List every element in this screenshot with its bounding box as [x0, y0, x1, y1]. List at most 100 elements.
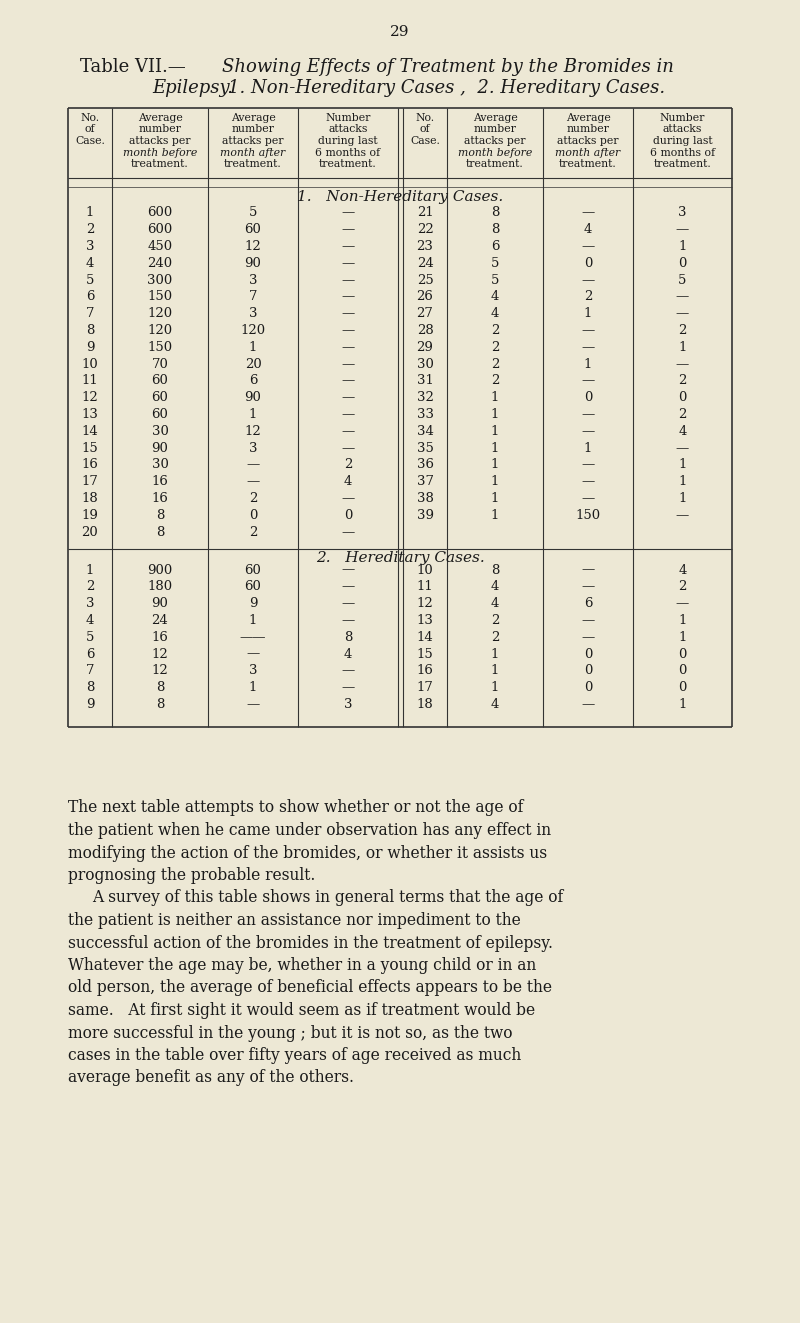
Text: 12: 12 — [82, 392, 98, 405]
Text: —: — — [582, 239, 594, 253]
Text: 12: 12 — [152, 647, 168, 660]
Text: the patient is neither an assistance nor impediment to the: the patient is neither an assistance nor… — [68, 912, 521, 929]
Text: 60: 60 — [151, 392, 169, 405]
Text: 1: 1 — [678, 492, 686, 505]
Text: 4: 4 — [344, 475, 352, 488]
Text: 0: 0 — [678, 681, 686, 695]
Text: 35: 35 — [417, 442, 434, 455]
Text: 0: 0 — [344, 509, 352, 521]
Text: 16: 16 — [151, 475, 169, 488]
Text: 7: 7 — [249, 291, 258, 303]
Text: treatment.: treatment. — [559, 159, 617, 169]
Text: —: — — [342, 442, 354, 455]
Text: 2: 2 — [491, 631, 499, 644]
Text: 37: 37 — [417, 475, 434, 488]
Text: 0: 0 — [584, 681, 592, 695]
Text: 1: 1 — [249, 681, 257, 695]
Text: 18: 18 — [82, 492, 98, 505]
Text: 0: 0 — [584, 664, 592, 677]
Text: 1: 1 — [678, 475, 686, 488]
Text: 28: 28 — [417, 324, 434, 337]
Text: 2: 2 — [491, 341, 499, 353]
Text: 3: 3 — [678, 206, 686, 220]
Text: 1: 1 — [249, 407, 257, 421]
Text: 1: 1 — [491, 681, 499, 695]
Text: Case.: Case. — [75, 136, 105, 146]
Text: 1: 1 — [491, 475, 499, 488]
Text: 29: 29 — [417, 341, 434, 353]
Text: 12: 12 — [417, 597, 434, 610]
Text: —: — — [342, 274, 354, 287]
Text: Number: Number — [660, 112, 705, 123]
Text: 38: 38 — [417, 492, 434, 505]
Text: treatment.: treatment. — [224, 159, 282, 169]
Text: the patient when he came under observation has any effect in: the patient when he came under observati… — [68, 822, 551, 839]
Text: 3: 3 — [249, 442, 258, 455]
Text: 33: 33 — [417, 407, 434, 421]
Text: 1: 1 — [491, 425, 499, 438]
Text: 1: 1 — [678, 239, 686, 253]
Text: 8: 8 — [86, 324, 94, 337]
Text: treatment.: treatment. — [131, 159, 189, 169]
Text: —: — — [582, 274, 594, 287]
Text: ——: —— — [240, 631, 266, 644]
Text: during last: during last — [318, 136, 378, 146]
Text: old person, the average of beneficial effects appears to be the: old person, the average of beneficial ef… — [68, 979, 552, 996]
Text: —: — — [342, 425, 354, 438]
Text: 9: 9 — [86, 341, 94, 353]
Text: 60: 60 — [151, 407, 169, 421]
Text: 2: 2 — [86, 581, 94, 593]
Text: 1. Non-Hereditary Cases ,  2. Hereditary Cases.: 1. Non-Hereditary Cases , 2. Hereditary … — [228, 79, 665, 97]
Text: 20: 20 — [82, 525, 98, 538]
Text: 1: 1 — [491, 647, 499, 660]
Text: attacks per: attacks per — [558, 136, 618, 146]
Text: prognosing the probable result.: prognosing the probable result. — [68, 867, 315, 884]
Text: 60: 60 — [245, 224, 262, 237]
Text: 2.   Hereditary Cases.: 2. Hereditary Cases. — [316, 550, 484, 565]
Text: —: — — [342, 581, 354, 593]
Text: —: — — [342, 681, 354, 695]
Text: month after: month after — [220, 147, 286, 157]
Text: —: — — [582, 374, 594, 388]
Text: 1: 1 — [491, 407, 499, 421]
Text: —: — — [342, 525, 354, 538]
Text: 1: 1 — [584, 307, 592, 320]
Text: —: — — [246, 699, 260, 710]
Text: No.: No. — [81, 112, 99, 123]
Text: Number: Number — [326, 112, 370, 123]
Text: —: — — [246, 647, 260, 660]
Text: 2: 2 — [678, 581, 686, 593]
Text: 2: 2 — [249, 492, 257, 505]
Text: —: — — [582, 324, 594, 337]
Text: 17: 17 — [417, 681, 434, 695]
Text: —: — — [582, 475, 594, 488]
Text: Average: Average — [138, 112, 182, 123]
Text: 150: 150 — [147, 291, 173, 303]
Text: —: — — [582, 341, 594, 353]
Text: 2: 2 — [344, 459, 352, 471]
Text: 16: 16 — [151, 631, 169, 644]
Text: —: — — [582, 425, 594, 438]
Text: 12: 12 — [245, 425, 262, 438]
Text: 900: 900 — [147, 564, 173, 577]
Text: —: — — [676, 224, 689, 237]
Text: 8: 8 — [491, 206, 499, 220]
Text: —: — — [342, 374, 354, 388]
Text: —: — — [246, 459, 260, 471]
Text: during last: during last — [653, 136, 712, 146]
Text: 20: 20 — [245, 357, 262, 370]
Text: number: number — [231, 124, 274, 135]
Text: —: — — [582, 206, 594, 220]
Text: 24: 24 — [417, 257, 434, 270]
Text: 8: 8 — [156, 681, 164, 695]
Text: 13: 13 — [417, 614, 434, 627]
Text: 4: 4 — [86, 257, 94, 270]
Text: 2: 2 — [678, 324, 686, 337]
Text: 3: 3 — [249, 664, 258, 677]
Text: 5: 5 — [491, 274, 499, 287]
Text: 60: 60 — [151, 374, 169, 388]
Text: 13: 13 — [82, 407, 98, 421]
Text: 2: 2 — [491, 374, 499, 388]
Text: 14: 14 — [417, 631, 434, 644]
Text: 16: 16 — [82, 459, 98, 471]
